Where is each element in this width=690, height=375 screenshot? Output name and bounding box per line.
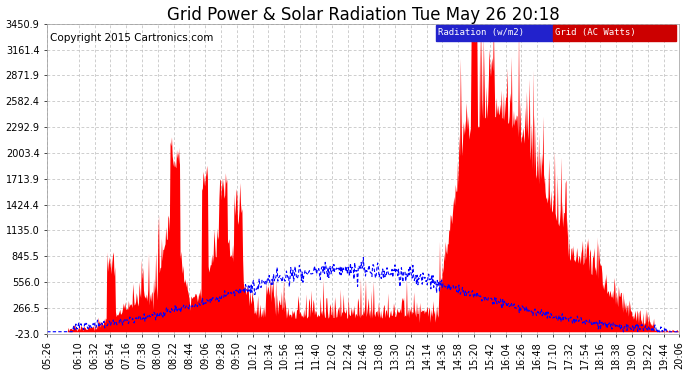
Text: Radiation (w/m2): Radiation (w/m2) (438, 28, 524, 37)
Text: Copyright 2015 Cartronics.com: Copyright 2015 Cartronics.com (50, 33, 214, 43)
FancyBboxPatch shape (553, 25, 676, 41)
FancyBboxPatch shape (436, 25, 553, 41)
Text: Grid (AC Watts): Grid (AC Watts) (555, 28, 635, 37)
Title: Grid Power & Solar Radiation Tue May 26 20:18: Grid Power & Solar Radiation Tue May 26 … (167, 6, 560, 24)
